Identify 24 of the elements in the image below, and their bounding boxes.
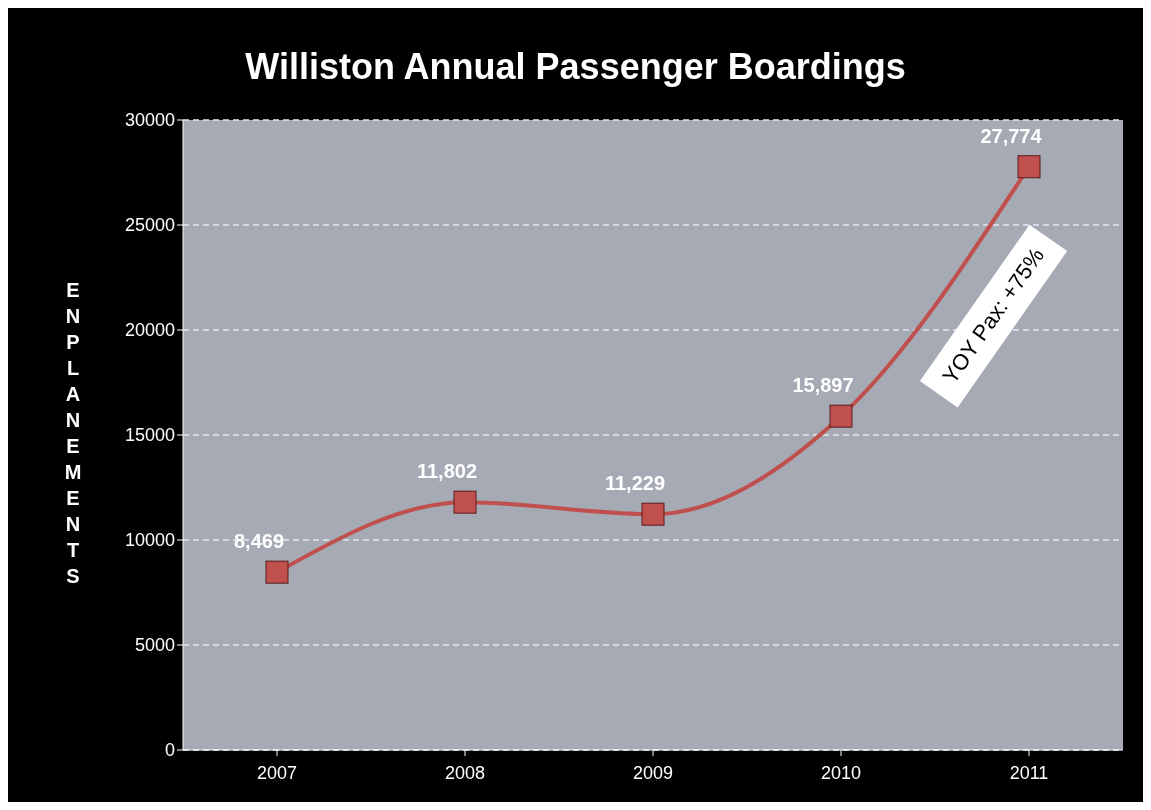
x-tick-label: 2008 xyxy=(444,762,486,783)
data-label: 11,802 xyxy=(416,460,478,483)
x-tick-label: 2009 xyxy=(632,762,674,783)
y-tick-label: 5000 xyxy=(134,635,175,656)
y-tick-label: 15000 xyxy=(124,425,175,446)
x-tick-label: 2010 xyxy=(820,762,862,783)
y-tick-label: 20000 xyxy=(124,320,175,341)
y-tick-label: 10000 xyxy=(124,530,175,551)
data-label: 8,469 xyxy=(233,530,285,553)
point xyxy=(829,404,853,428)
y-tick-label: 30000 xyxy=(124,110,175,131)
x-tick-label: 2011 xyxy=(1009,762,1049,783)
point xyxy=(453,490,477,514)
y-tick-label: 25000 xyxy=(124,215,175,236)
x-tick-label: 2007 xyxy=(256,762,298,783)
point xyxy=(641,502,665,526)
data-label: 27,774 xyxy=(980,124,1043,147)
point xyxy=(1017,155,1041,179)
point xyxy=(265,560,289,584)
data-label: 15,897 xyxy=(792,374,854,397)
data-label: 11,229 xyxy=(604,472,666,495)
chart-title: Williston Annual Passenger Boardings xyxy=(244,46,907,88)
y-tick-label: 0 xyxy=(164,740,175,761)
text: ENPLANEMENTS xyxy=(64,279,82,587)
